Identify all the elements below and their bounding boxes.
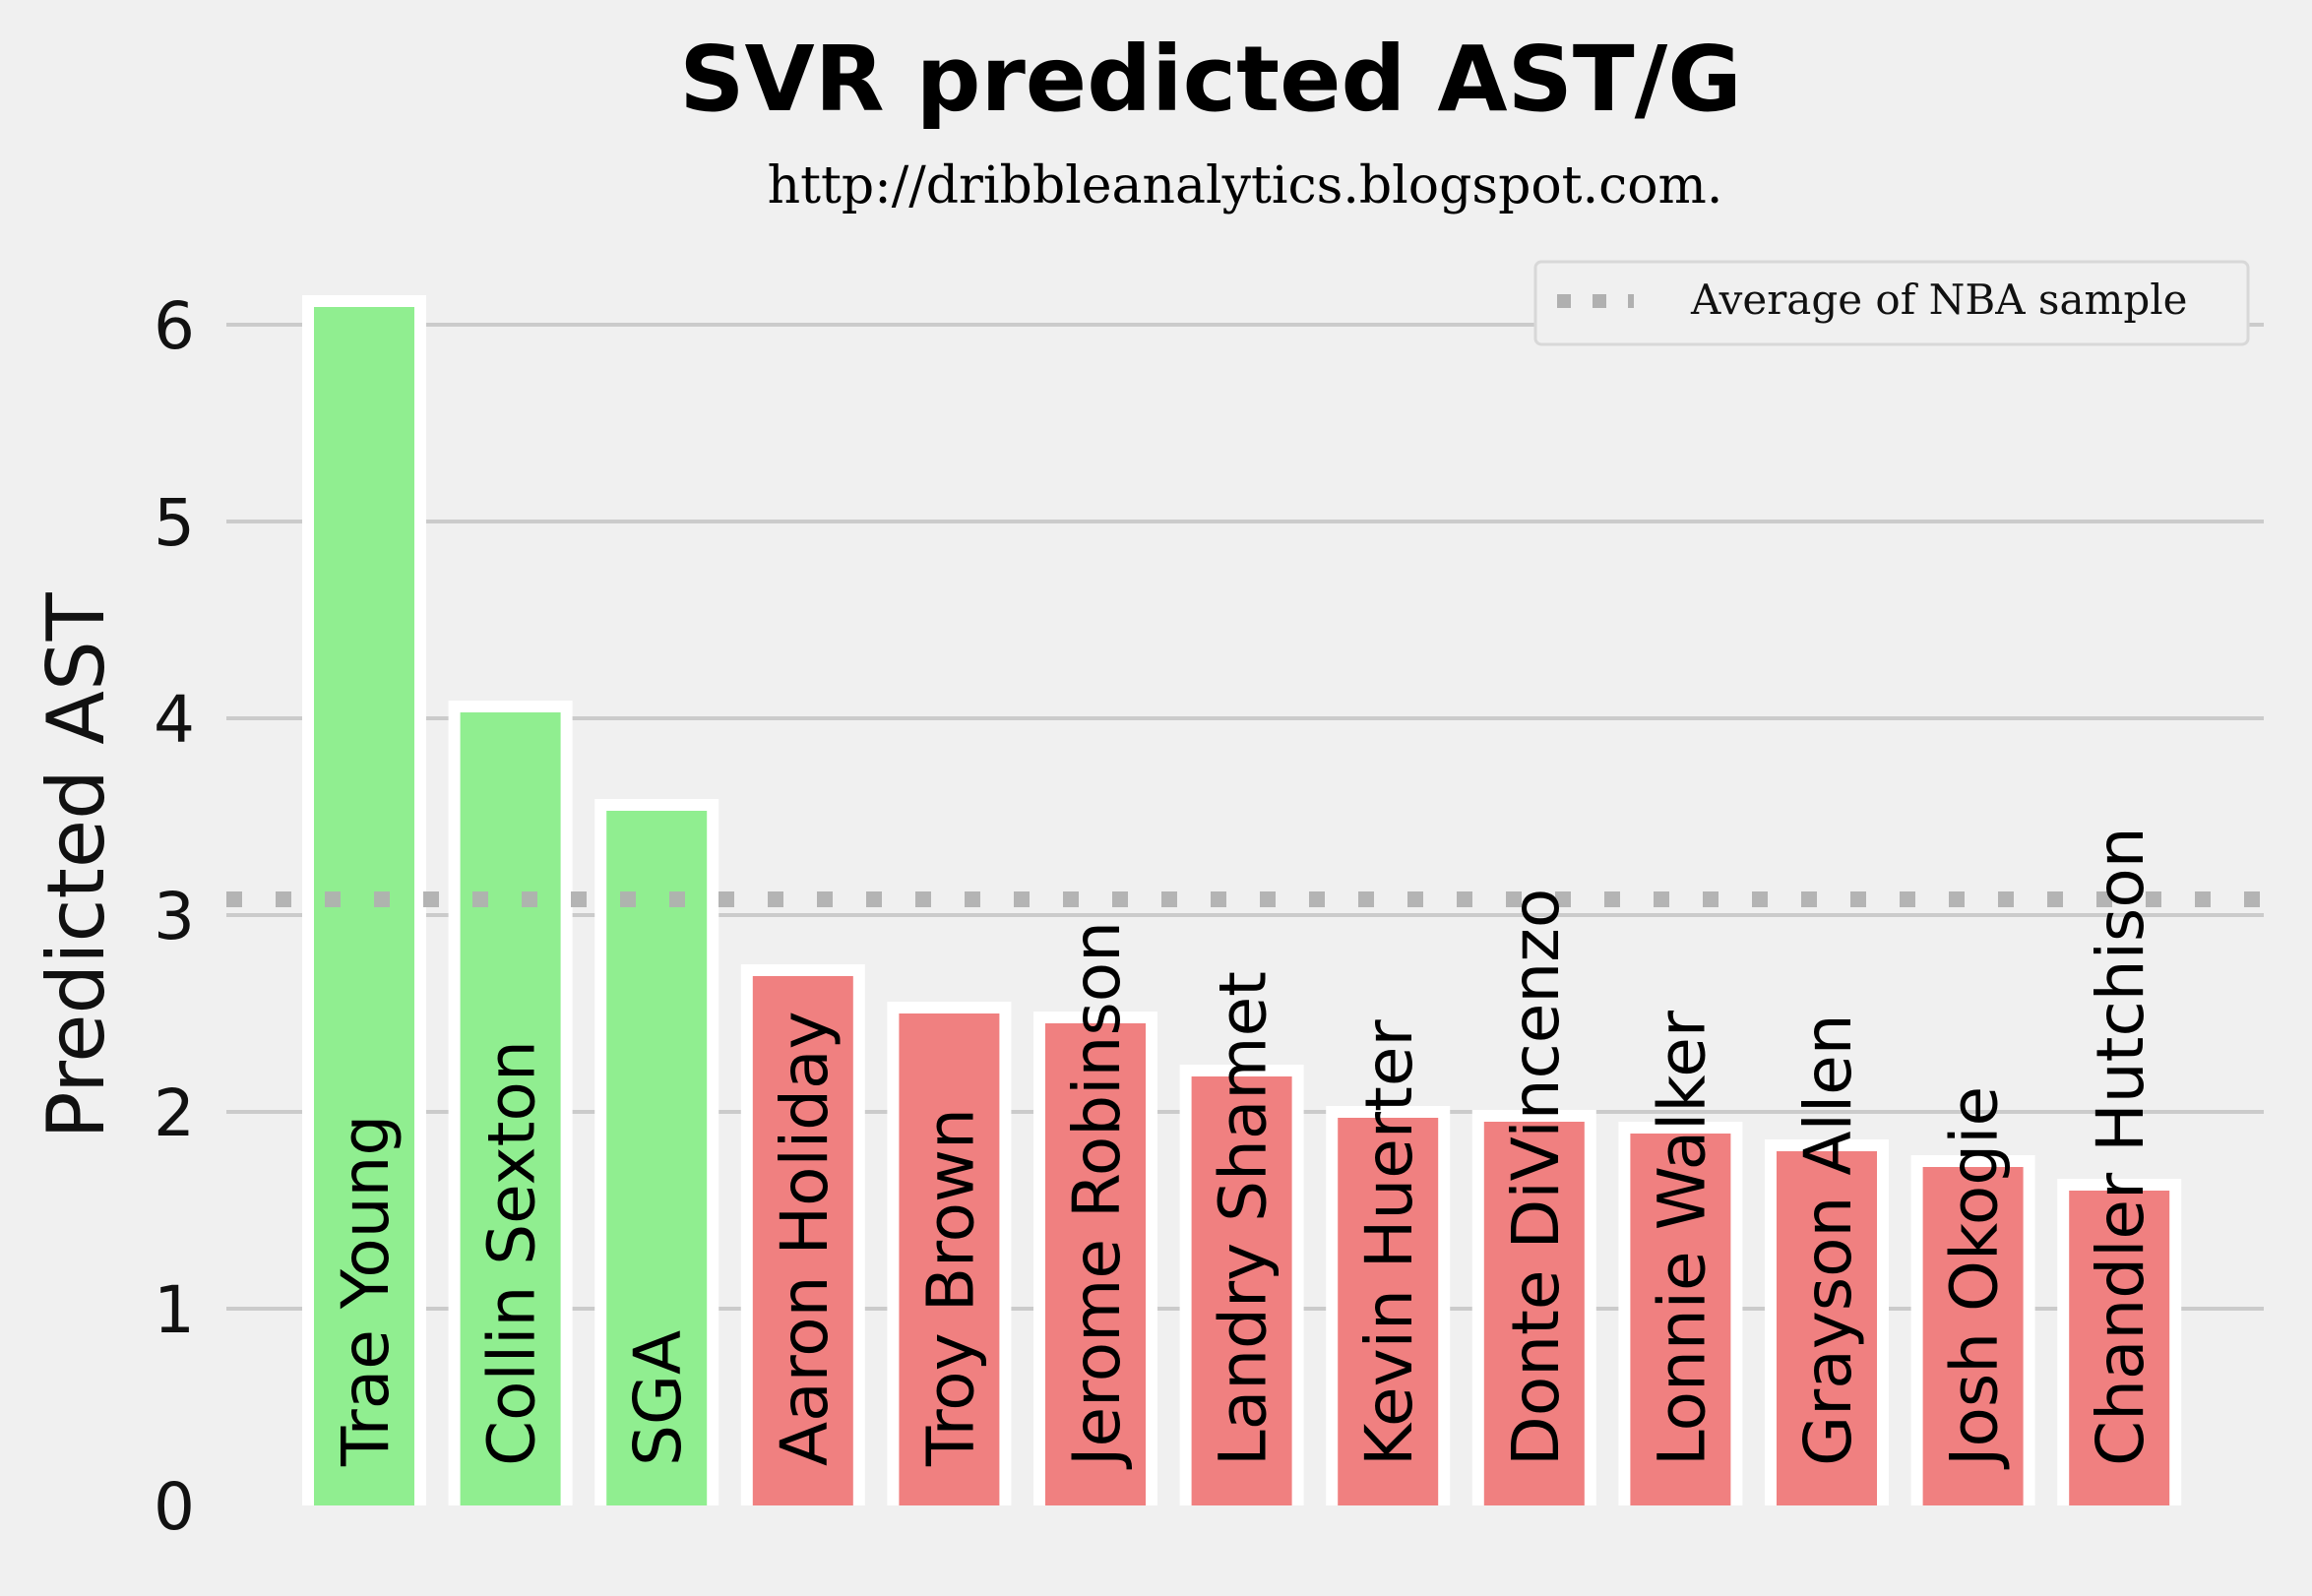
bar-label: Josh Okogie bbox=[1937, 1086, 2013, 1470]
bars bbox=[302, 295, 2182, 1505]
bar bbox=[1630, 1134, 1731, 1505]
y-tick-label: 0 bbox=[154, 1469, 195, 1545]
bar-label: Lonnie Walker bbox=[1644, 1010, 1719, 1466]
bar-label: Troy Brown bbox=[912, 1108, 988, 1467]
bar bbox=[460, 712, 561, 1505]
bar bbox=[1045, 1023, 1146, 1505]
y-axis-ticks: 0 1 2 3 4 5 6 bbox=[154, 288, 195, 1545]
bar bbox=[1191, 1076, 1292, 1505]
y-tick-label: 6 bbox=[154, 288, 195, 364]
bar bbox=[899, 1013, 1000, 1505]
bar bbox=[1338, 1118, 1439, 1505]
bar-label: Jerome Robinson bbox=[1059, 921, 1135, 1470]
y-tick-label: 4 bbox=[154, 682, 195, 758]
bar bbox=[2069, 1191, 2170, 1505]
bar bbox=[1483, 1122, 1585, 1505]
bar-label: Aaron Holiday bbox=[767, 1011, 843, 1466]
bar-label: Kevin Huerter bbox=[1351, 1019, 1427, 1466]
bar-label: SGA bbox=[620, 1330, 696, 1466]
chart-title: SVR predicted AST/G bbox=[679, 27, 1741, 132]
y-tick-label: 2 bbox=[154, 1075, 195, 1151]
bar-label: Chandler Hutchison bbox=[2083, 827, 2158, 1466]
y-tick-label: 3 bbox=[154, 879, 195, 954]
bar bbox=[1922, 1167, 2024, 1505]
y-tick-label: 5 bbox=[154, 485, 195, 561]
y-tick-label: 1 bbox=[154, 1272, 195, 1348]
bar bbox=[1777, 1151, 1877, 1505]
y-axis-label: Predicted AST bbox=[31, 591, 122, 1138]
bar bbox=[752, 976, 853, 1505]
bar-label: Collin Sexton bbox=[474, 1040, 550, 1466]
bar bbox=[606, 811, 708, 1505]
bar-labels: Trae Young Collin Sexton SGA Aaron Holiday T… bbox=[328, 827, 2158, 1470]
bar-label: Grayson Allen bbox=[1790, 1013, 1866, 1466]
legend-box bbox=[1533, 260, 2250, 346]
chart-subtitle: http://dribbleanalytics.blogspot.com. bbox=[768, 156, 1723, 215]
legend-entry-average: Average of NBA sample bbox=[1690, 276, 2188, 324]
bar-label: Trae Young bbox=[328, 1115, 404, 1467]
bar-label: Donte DiVincenzo bbox=[1498, 889, 1574, 1466]
legend: Average of NBA sample bbox=[1533, 260, 2250, 346]
bar-label: Landry Shamet bbox=[1206, 971, 1281, 1466]
